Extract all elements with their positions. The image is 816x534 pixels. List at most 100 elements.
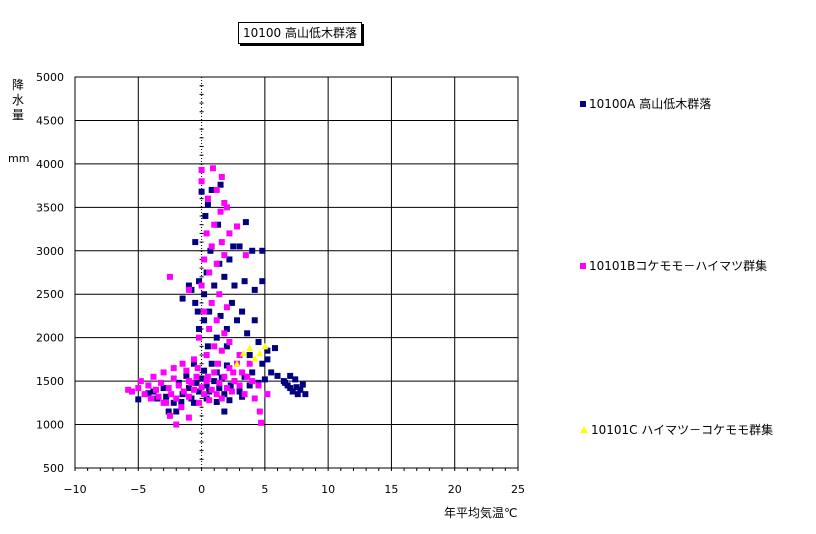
data-point-series-1 <box>228 388 235 395</box>
data-point-series-1 <box>208 299 215 306</box>
data-point-series-1 <box>166 412 173 419</box>
data-point-series-1 <box>221 373 228 380</box>
data-point-series-0 <box>160 385 167 392</box>
x-tick-label: 25 <box>511 483 525 496</box>
data-point-series-0 <box>208 360 215 367</box>
legend-item-10101c: 10101C ハイマツ－コケモモ群集 <box>580 421 773 438</box>
data-point-series-0 <box>185 385 192 392</box>
data-point-series-1 <box>216 379 223 386</box>
data-point-series-1 <box>221 330 228 337</box>
data-point-series-1 <box>204 195 211 202</box>
data-point-series-1 <box>137 378 144 385</box>
data-point-series-0 <box>223 343 230 350</box>
data-point-series-0 <box>249 247 256 254</box>
data-point-series-0 <box>246 352 253 359</box>
data-point-series-1 <box>185 378 192 385</box>
data-point-series-1 <box>135 385 142 392</box>
data-point-series-1 <box>203 230 210 237</box>
data-point-series-1 <box>201 391 208 398</box>
data-point-series-0 <box>183 372 190 379</box>
data-point-series-0 <box>163 393 170 400</box>
data-point-series-0 <box>241 278 248 285</box>
data-point-series-1 <box>218 347 225 354</box>
y-tick-label: 3500 <box>36 201 64 214</box>
data-point-series-1 <box>198 282 205 289</box>
data-point-series-0 <box>246 382 253 389</box>
data-point-series-1 <box>179 360 186 367</box>
data-point-series-0 <box>289 388 296 395</box>
x-tick-label: 5 <box>261 483 268 496</box>
data-point-series-1 <box>158 379 165 386</box>
chart-title: 10100 高山低木群落 <box>238 22 362 44</box>
legend-label: 10100A 高山低木群落 <box>589 97 712 111</box>
data-point-series-0 <box>165 408 172 415</box>
data-point-series-1 <box>231 378 238 385</box>
data-point-series-0 <box>202 213 209 220</box>
data-point-series-2 <box>246 344 254 352</box>
data-point-series-1 <box>160 369 167 376</box>
data-point-series-1 <box>190 356 197 363</box>
data-point-series-1 <box>170 365 177 372</box>
data-point-series-1 <box>239 369 246 376</box>
data-point-series-0 <box>264 347 271 354</box>
data-point-series-1 <box>204 373 211 380</box>
data-point-series-0 <box>196 325 203 332</box>
data-point-series-1 <box>226 339 233 346</box>
y-tick-label: 4000 <box>36 158 64 171</box>
data-point-series-1 <box>256 408 263 415</box>
grid-lines <box>75 77 518 468</box>
data-point-series-0 <box>236 243 243 250</box>
data-point-series-1 <box>244 373 251 380</box>
x-axis-label: 年平均気温℃ <box>444 506 518 520</box>
y-tick-label: 1500 <box>36 375 64 388</box>
data-point-series-1 <box>223 385 230 392</box>
data-point-series-1 <box>221 252 228 259</box>
data-point-series-1 <box>193 373 200 380</box>
data-point-series-0 <box>287 385 294 392</box>
data-point-series-0 <box>226 397 233 404</box>
data-point-series-0 <box>192 299 199 306</box>
data-point-series-0 <box>213 398 220 405</box>
x-tick-label: −10 <box>63 483 86 496</box>
data-point-series-1 <box>168 391 175 398</box>
data-point-series-1 <box>170 375 177 382</box>
data-point-series-0 <box>185 282 192 289</box>
data-point-series-0 <box>236 388 243 395</box>
data-point-series-1 <box>166 273 173 280</box>
data-point-series-1 <box>255 382 262 389</box>
legend-item-10100a: 10100A 高山低木群落 <box>580 95 711 112</box>
legend-marker-triangle-yellow <box>580 426 588 433</box>
data-point-series-0 <box>264 356 271 363</box>
data-point-series-1 <box>264 391 271 398</box>
data-point-series-1 <box>141 391 148 398</box>
data-point-series-1 <box>194 365 201 372</box>
data-point-series-0 <box>217 181 224 188</box>
data-point-series-0 <box>194 308 201 315</box>
data-point-series-1 <box>190 386 197 393</box>
legend-label: 10101C ハイマツ－コケモモ群集 <box>591 423 774 437</box>
data-point-series-0 <box>282 379 289 386</box>
data-point-series-1 <box>246 360 253 367</box>
data-point-series-1 <box>223 204 230 211</box>
data-point-series-1 <box>183 367 190 374</box>
data-point-series-1 <box>226 365 233 372</box>
data-point-series-0 <box>239 308 246 315</box>
data-point-series-1 <box>180 388 187 395</box>
data-point-series-1 <box>218 239 225 246</box>
data-point-series-1 <box>206 325 213 332</box>
y-tick-label: 2000 <box>36 332 64 345</box>
data-point-series-1 <box>251 395 258 402</box>
legend-marker-square-magenta <box>580 262 586 269</box>
data-points <box>125 165 309 428</box>
data-point-series-0 <box>221 273 228 280</box>
data-point-series-1 <box>155 393 162 400</box>
data-point-series-0 <box>206 308 213 315</box>
data-point-series-0 <box>251 317 258 324</box>
data-point-series-1 <box>203 352 210 359</box>
data-point-series-0 <box>299 381 306 388</box>
legend-item-10101b: 10101Bコケモモ－ハイマツ群集 <box>580 257 767 274</box>
x-tick-label: 15 <box>384 483 398 496</box>
data-point-series-0 <box>196 278 203 285</box>
data-point-series-0 <box>217 312 224 319</box>
data-point-series-2 <box>233 360 241 367</box>
